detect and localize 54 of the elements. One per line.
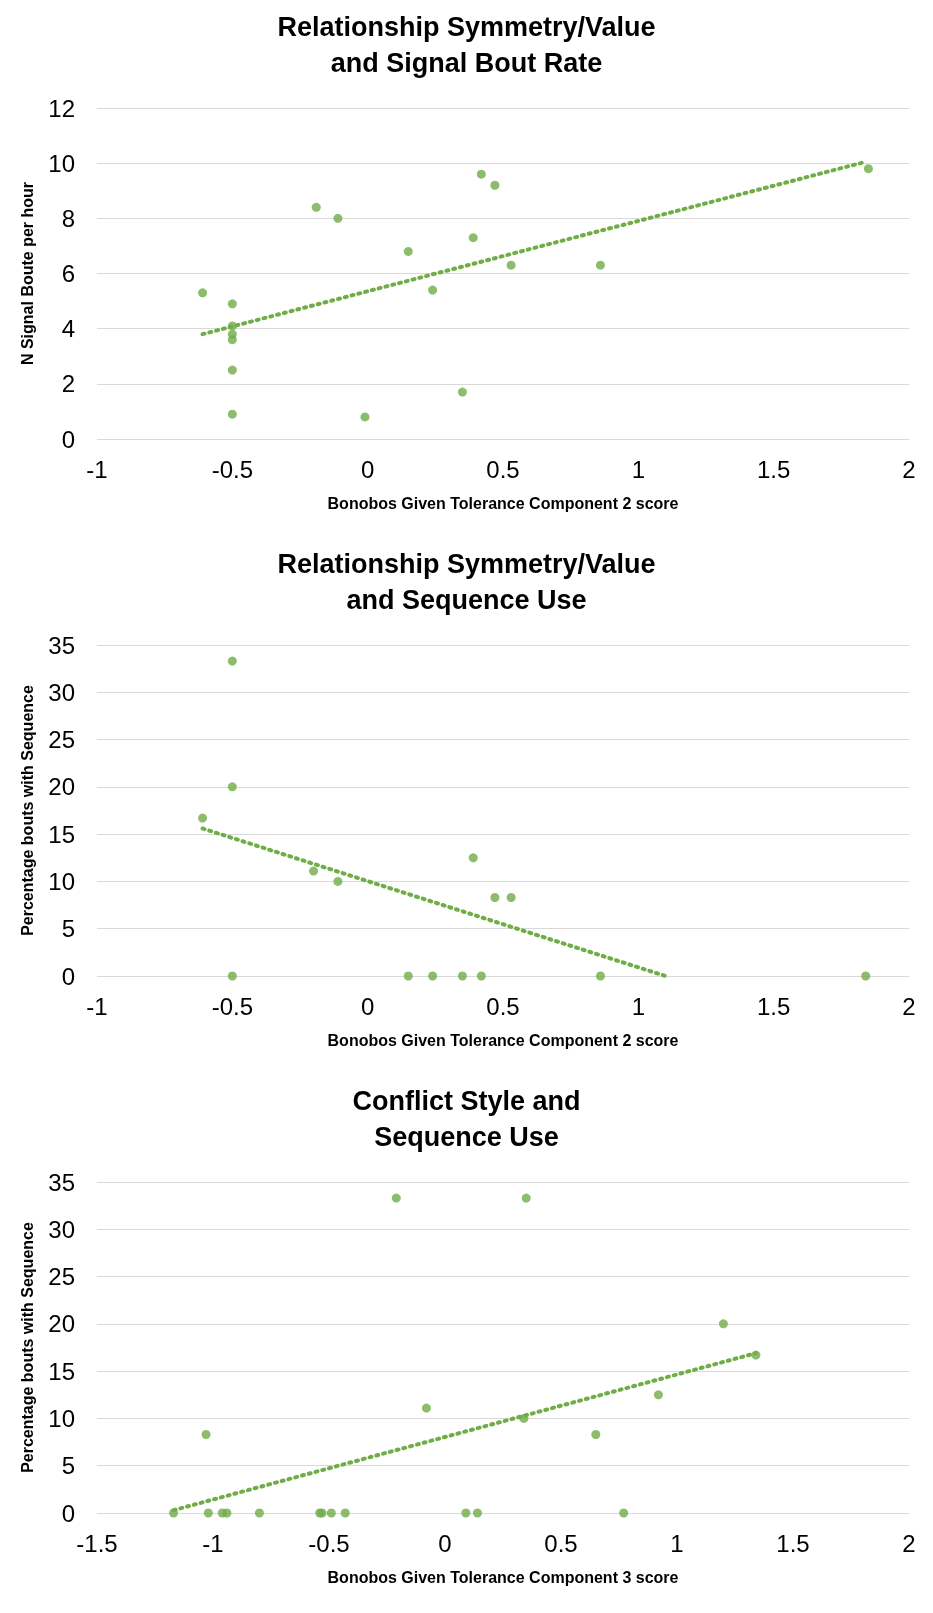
x-tick-label: 0.5 <box>544 1529 578 1557</box>
x-tick-label: 1.5 <box>756 992 791 1020</box>
y-tick-label: 20 <box>48 773 75 801</box>
y-tick-label: 35 <box>48 631 75 659</box>
y-tick-label: 12 <box>48 94 75 122</box>
x-tick-label: 0.5 <box>486 455 520 483</box>
y-tick-label: 5 <box>61 915 75 943</box>
y-axis-title: Percentage bouts with Sequence <box>18 1222 36 1473</box>
x-tick-label: -1 <box>86 992 108 1020</box>
y-tick-label: 20 <box>48 1310 75 1338</box>
y-tick-label: 5 <box>61 1452 75 1480</box>
y-tick-label: 25 <box>48 1263 75 1291</box>
y-tick-label: 30 <box>48 678 75 706</box>
x-tick-label: 0 <box>360 992 375 1020</box>
x-tick-label: -1.5 <box>76 1529 118 1557</box>
y-axis-title: N Signal Boute per hour <box>18 181 36 366</box>
y-tick-label: 0 <box>61 425 75 453</box>
x-tick-label: -0.5 <box>211 992 254 1020</box>
x-tick-label: 0 <box>438 1529 452 1557</box>
x-axis-title: Bonobos Given Tolerance Component 2 score <box>327 1031 679 1049</box>
y-tick-label: 2 <box>61 370 75 398</box>
x-tick-label: 2 <box>902 992 916 1020</box>
x-axis-title: Bonobos Given Tolerance Component 3 score <box>327 1568 679 1586</box>
x-tick-label: 1.5 <box>776 1529 810 1557</box>
x-tick-label: -1 <box>86 455 108 483</box>
x-tick-label: 1 <box>631 455 646 483</box>
x-tick-label: 1 <box>631 992 646 1020</box>
y-tick-label: 0 <box>61 962 75 990</box>
x-tick-label: 1.5 <box>756 455 791 483</box>
y-tick-label: 25 <box>48 726 75 754</box>
y-tick-label: 35 <box>48 1168 75 1196</box>
x-tick-label: 2 <box>902 455 916 483</box>
chart-title: Relationship Symmetry/Value and Sequence Use <box>277 549 656 615</box>
y-tick-label: 10 <box>48 867 75 895</box>
x-tick-label: -1 <box>202 1529 224 1557</box>
chart-title: Conflict Style and Sequence Use <box>352 1086 581 1152</box>
y-tick-label: 8 <box>61 204 75 232</box>
x-tick-label: 0.5 <box>486 992 520 1020</box>
y-tick-label: 15 <box>48 1357 75 1385</box>
x-axis-title: Bonobos Given Tolerance Component 2 score <box>327 494 679 512</box>
x-tick-label: 0 <box>360 455 375 483</box>
y-tick-label: 4 <box>61 315 75 343</box>
y-tick-label: 6 <box>61 260 75 287</box>
chart-title: Relationship Symmetry/Value and Signal Bout Rate <box>277 12 656 78</box>
y-axis-title: Percentage bouts with Sequence <box>18 685 36 936</box>
x-tick-label: 1 <box>670 1529 684 1557</box>
x-tick-label: 2 <box>902 1529 916 1557</box>
x-tick-label: -0.5 <box>308 1529 350 1557</box>
y-tick-label: 15 <box>48 820 75 848</box>
y-tick-label: 10 <box>48 149 75 177</box>
y-tick-label: 10 <box>48 1404 75 1432</box>
y-tick-label: 0 <box>61 1499 75 1527</box>
x-tick-label: -0.5 <box>211 455 254 483</box>
y-tick-label: 30 <box>48 1215 75 1243</box>
